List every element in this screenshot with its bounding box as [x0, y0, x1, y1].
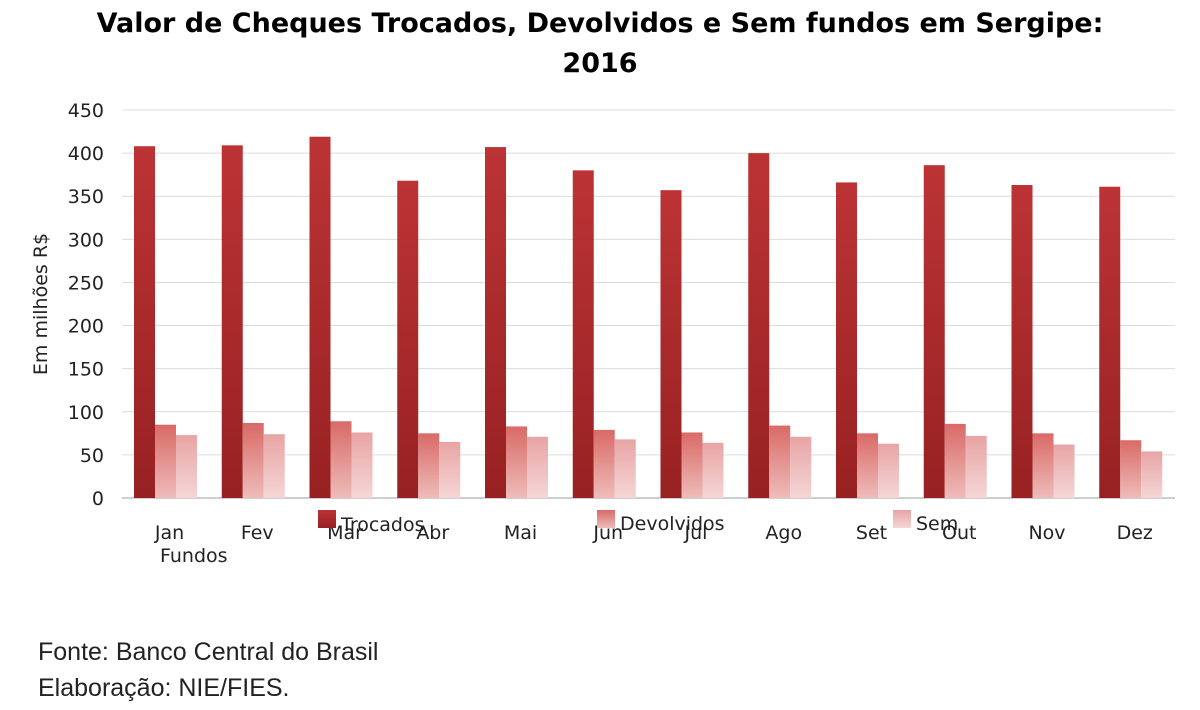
bar-trocados [1011, 185, 1033, 498]
bar-devolvidos [944, 423, 966, 498]
y-tick-label: 450 [68, 100, 104, 122]
x-tick-label: Ago [765, 522, 802, 544]
bar-trocados [572, 170, 594, 498]
bar-trocados [923, 165, 945, 498]
bar-sem-fundos [527, 436, 548, 498]
bar-sem-fundos [1053, 444, 1075, 498]
legend-swatch [893, 510, 911, 528]
bar-devolvidos [418, 433, 440, 498]
bar-trocados [660, 190, 682, 499]
bar-sem-fundos [176, 435, 197, 498]
bar-trocados [748, 153, 770, 498]
bar-trocados [836, 182, 857, 498]
y-tick-label: 100 [68, 402, 104, 424]
y-tick-label: 350 [68, 186, 104, 208]
bar-trocados [134, 146, 155, 499]
bar-sem-fundos [702, 442, 724, 498]
y-tick-label: 200 [68, 316, 104, 338]
bar-sem-fundos [878, 443, 899, 498]
chart-title-line: Valor de Cheques Trocados, Devolvidos e … [97, 8, 1104, 39]
x-tick-label: Dez [1117, 522, 1153, 544]
bar-sem-fundos [439, 441, 461, 498]
x-tick-label: Fev [241, 522, 274, 544]
bar-sem-fundos [263, 434, 285, 498]
y-tick-label: 400 [68, 143, 104, 165]
bar-trocados [397, 180, 419, 499]
x-tick-label: Mar [327, 522, 363, 544]
bar-sem-fundos [614, 439, 636, 498]
bar-devolvidos [681, 432, 703, 498]
y-tick-label: 0 [92, 488, 104, 510]
bar-sem-fundos [1141, 451, 1163, 498]
bar-sem-fundos [351, 432, 373, 498]
x-tick-label: Nov [1028, 522, 1065, 544]
y-tick-label: 50 [80, 445, 104, 467]
bar-devolvidos [1120, 440, 1142, 498]
bar-trocados [1099, 186, 1121, 498]
source-note: Fonte: Banco Central do Brasil [38, 638, 379, 666]
legend-label: Trocados [340, 514, 425, 536]
credit-note: Elaboração: NIE/FIES. [38, 674, 290, 702]
bar-devolvidos [593, 429, 615, 498]
bar-trocados [309, 136, 331, 498]
legend-swatch [318, 510, 336, 528]
legend-label-wrap: Fundos [160, 545, 228, 567]
y-tick-label: 250 [68, 272, 104, 294]
x-tick-label: Jul [684, 522, 708, 544]
x-tick-label: Set [856, 522, 887, 544]
bar-sem-fundos [965, 435, 987, 498]
legend-label: Devolvidos [620, 513, 725, 535]
bar-devolvidos [769, 425, 791, 498]
y-axis-title: Em milhões R$ [30, 233, 52, 375]
bar-devolvidos [506, 426, 527, 498]
x-tick-label: Abr [416, 522, 449, 544]
legend-label: Sem [916, 513, 958, 535]
x-tick-label: Out [942, 522, 976, 544]
bar-trocados [485, 147, 506, 498]
bar-devolvidos [857, 433, 878, 498]
x-tick-label: Mai [504, 522, 537, 544]
bar-devolvidos [330, 421, 352, 498]
x-tick-label: Jan [154, 522, 184, 544]
bar-devolvidos [1032, 433, 1054, 498]
y-tick-label: 300 [68, 229, 104, 251]
y-tick-label: 150 [68, 359, 104, 381]
chart-title-line: 2016 [562, 48, 637, 79]
bar-trocados [221, 145, 243, 498]
bar-devolvidos [242, 422, 264, 498]
chart: Valor de Cheques Trocados, Devolvidos e … [30, 8, 1175, 567]
bar-sem-fundos [790, 436, 812, 498]
legend-swatch [597, 510, 615, 528]
bar-devolvidos [155, 424, 176, 498]
